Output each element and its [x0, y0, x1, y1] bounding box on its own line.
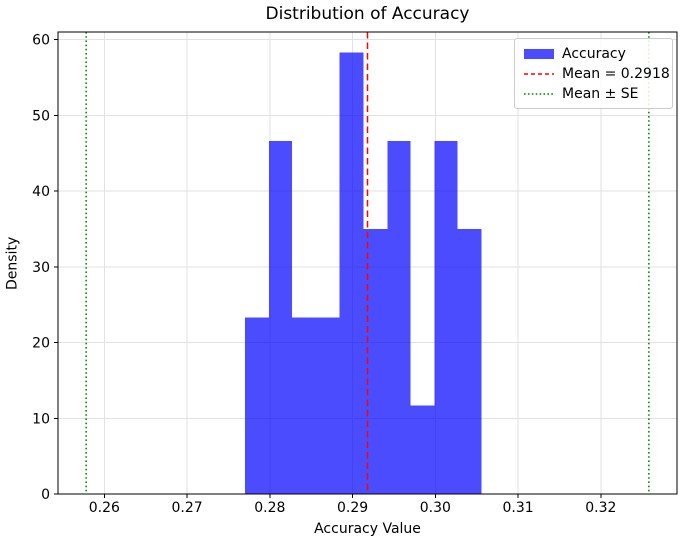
histogram-bar [339, 52, 364, 495]
y-tick-label: 10 [32, 411, 50, 427]
histogram-bar [363, 229, 388, 494]
x-tick-label: 0.26 [89, 500, 120, 516]
histogram-bar [292, 317, 317, 494]
y-tick-label: 40 [32, 184, 50, 200]
histogram-bar [269, 140, 293, 494]
x-tick-label: 0.32 [585, 500, 616, 516]
histogram-bar [245, 317, 270, 494]
legend-row-mean: Mean = 0.2918 [524, 65, 670, 82]
accuracy-patch-icon [524, 48, 554, 60]
y-tick-label: 0 [41, 487, 50, 503]
y-axis-title: Density [4, 236, 21, 290]
chart-title: Distribution of Accuracy [265, 4, 470, 24]
legend: Accuracy Mean = 0.2918 Mean ± SE [514, 38, 673, 109]
legend-label-se: Mean ± SE [562, 85, 639, 102]
histogram-bar [410, 405, 435, 494]
y-tick-label: 50 [32, 108, 50, 124]
histogram-bar [434, 140, 458, 494]
histogram-bar [316, 317, 340, 494]
x-tick-label: 0.31 [503, 500, 534, 516]
legend-label-mean: Mean = 0.2918 [562, 65, 670, 82]
y-tick-label: 60 [32, 33, 50, 49]
histogram-bar [457, 229, 482, 494]
x-tick-label: 0.30 [420, 500, 451, 516]
x-tick-label: 0.29 [337, 500, 368, 516]
legend-row-se: Mean ± SE [524, 85, 663, 102]
plot-border [57, 31, 678, 495]
legend-label-accuracy: Accuracy [562, 45, 626, 62]
mean-dashed-line-icon [524, 68, 554, 80]
y-tick-label: 30 [32, 260, 50, 276]
y-tick-label: 20 [32, 336, 50, 352]
legend-row-accuracy: Accuracy [524, 45, 663, 62]
histogram-bar [387, 140, 411, 494]
x-axis-title: Accuracy Value [314, 521, 421, 537]
x-tick-label: 0.28 [254, 500, 285, 516]
se-dotted-line-icon [524, 88, 554, 100]
x-tick-label: 0.27 [172, 500, 203, 516]
